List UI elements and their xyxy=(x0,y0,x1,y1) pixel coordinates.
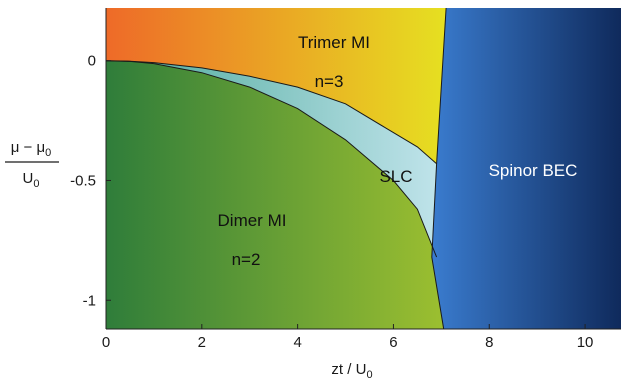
x-tick-label: 0 xyxy=(102,334,110,351)
region-label-bec: Spinor BEC xyxy=(489,161,578,180)
boundaries-layer xyxy=(105,7,447,330)
region-dimer xyxy=(106,60,444,329)
y-label-numerator-sub: 0 xyxy=(45,147,51,159)
region-slc xyxy=(106,60,437,258)
x-tick-label: 4 xyxy=(293,334,301,351)
x-tick-label: 6 xyxy=(389,334,397,351)
region-trimer xyxy=(106,8,447,164)
y-tick-label: -0.5 xyxy=(70,172,96,189)
y-label-denominator-sub: 0 xyxy=(33,178,39,190)
x-tick-label: 10 xyxy=(577,334,594,351)
y-axis-label: μ − μ0 U0 xyxy=(5,139,59,190)
region-label-trimer: Trimer MI xyxy=(298,33,370,52)
x-axis-label: zt / U0 xyxy=(331,361,372,379)
boundary-bec xyxy=(431,7,447,330)
region-bec xyxy=(431,8,621,329)
y-label-numerator: μ − μ0 xyxy=(11,139,52,159)
x-ticks: 0 2 4 6 8 10 xyxy=(102,324,594,351)
x-axis-label-main: zt / U xyxy=(331,361,366,378)
region-sublabel-dimer: n=2 xyxy=(232,250,261,269)
region-label-slc: SLC xyxy=(379,167,412,186)
region-sublabel-trimer: n=3 xyxy=(315,72,344,91)
region-label-dimer: Dimer MI xyxy=(218,211,287,230)
boundary-dimer-upper xyxy=(105,60,438,258)
y-label-denominator: U0 xyxy=(23,170,40,190)
y-ticks: 0 -0.5 -1 xyxy=(70,53,111,309)
y-tick-label: 0 xyxy=(88,53,96,70)
y-tick-label: -1 xyxy=(83,292,96,309)
boundary-trimer-lower xyxy=(105,60,437,165)
x-tick-label: 8 xyxy=(485,334,493,351)
x-axis-label-sub: 0 xyxy=(366,369,372,379)
x-tick-label: 2 xyxy=(198,334,206,351)
y-label-denominator-main: U xyxy=(23,170,34,187)
regions-layer xyxy=(106,8,621,329)
y-label-numerator-main: μ − μ xyxy=(11,139,45,156)
